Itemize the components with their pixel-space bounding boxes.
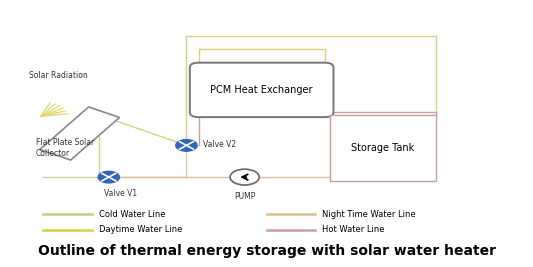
Text: Outline of thermal energy storage with solar water heater: Outline of thermal energy storage with s…: [37, 244, 496, 258]
Text: Solar Radiation: Solar Radiation: [29, 71, 87, 80]
Text: Hot Water Line: Hot Water Line: [322, 225, 385, 234]
FancyBboxPatch shape: [190, 63, 334, 117]
Text: Night Time Water Line: Night Time Water Line: [322, 210, 416, 219]
Polygon shape: [40, 107, 119, 160]
Text: Valve V2: Valve V2: [204, 140, 237, 148]
Bar: [329, 115, 437, 181]
Circle shape: [176, 140, 197, 151]
Circle shape: [230, 169, 259, 185]
Circle shape: [98, 171, 119, 183]
Text: Valve V1: Valve V1: [104, 189, 137, 198]
Text: Cold Water Line: Cold Water Line: [99, 210, 166, 219]
Text: PUMP: PUMP: [234, 192, 255, 201]
Text: Storage Tank: Storage Tank: [351, 143, 415, 153]
Text: Flat Plate Solar
Collector: Flat Plate Solar Collector: [36, 138, 94, 158]
Text: Daytime Water Line: Daytime Water Line: [99, 225, 182, 234]
Text: PCM Heat Exchanger: PCM Heat Exchanger: [211, 85, 313, 95]
